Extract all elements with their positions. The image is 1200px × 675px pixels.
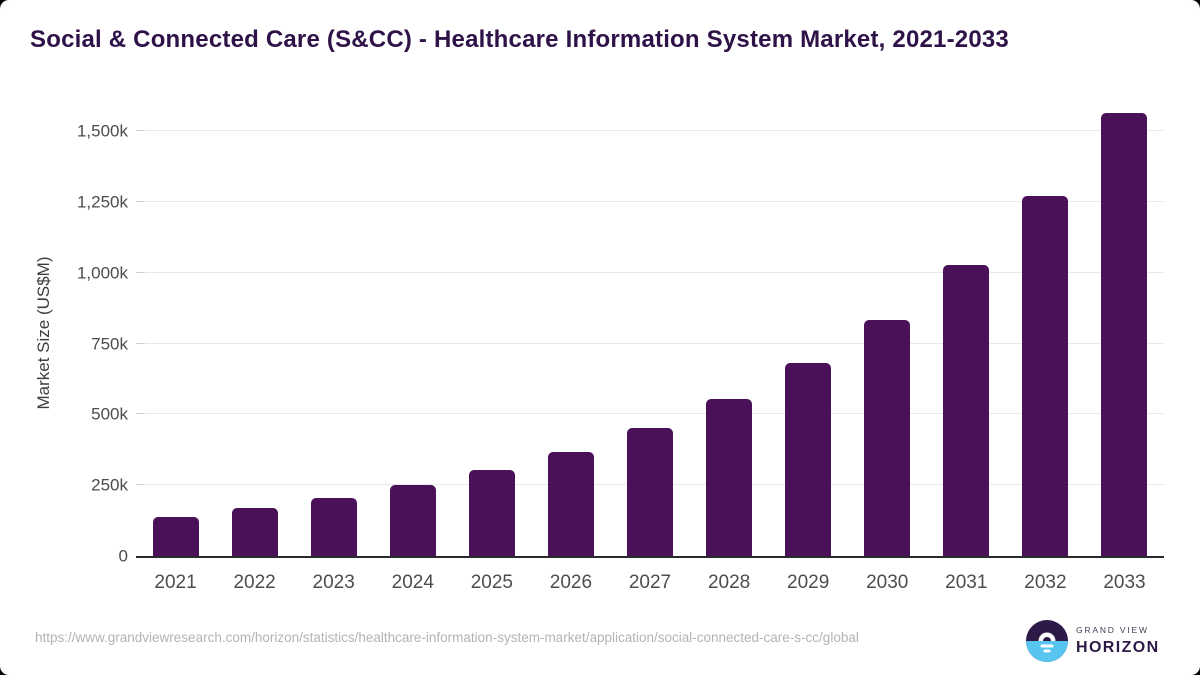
- bar-2023[interactable]: [310, 498, 357, 556]
- gridline: [136, 271, 1164, 273]
- bar-2033[interactable]: [1101, 112, 1148, 556]
- gridline: [136, 200, 1164, 202]
- x-tick-label: 2022: [233, 572, 276, 593]
- bar-cell: [1006, 111, 1085, 556]
- y-tick-label: 500k: [91, 404, 128, 424]
- y-tick-label: 250k: [91, 475, 128, 495]
- gridline: [136, 413, 1164, 415]
- x-tick-label: 2021: [154, 572, 197, 593]
- bar-2030[interactable]: [864, 319, 911, 556]
- bar-cell: [452, 111, 531, 556]
- x-tick-label: 2027: [628, 572, 672, 593]
- x-tick-label: 2026: [549, 572, 593, 593]
- bar-2022[interactable]: [231, 508, 278, 556]
- brand-text: GRAND VIEW HORIZON: [1076, 625, 1160, 657]
- bar-2021[interactable]: [152, 517, 199, 556]
- x-tick-label: 2031: [945, 572, 988, 593]
- x-axis-line: [136, 556, 1164, 558]
- y-tick-mark: [136, 130, 145, 131]
- horizon-sunrise-icon: [1026, 620, 1068, 662]
- bar-2031[interactable]: [943, 265, 990, 556]
- x-tick-label: 2023: [312, 572, 355, 593]
- plot-area: [136, 111, 1164, 558]
- brand-logo: GRAND VIEW HORIZON: [1026, 620, 1160, 662]
- y-tick-label: 1,250k: [76, 192, 128, 212]
- y-tick-mark: [136, 200, 145, 202]
- y-tick-label: 1,500k: [76, 121, 128, 141]
- x-tick-label: 2028: [707, 572, 751, 593]
- x-tick-label: 2025: [470, 572, 513, 593]
- bar-cell: [294, 111, 373, 556]
- bar-cell: [373, 111, 452, 556]
- bar-cell: [531, 111, 610, 556]
- bar-cell: [610, 111, 689, 556]
- x-tick-label: 2033: [1103, 572, 1146, 593]
- bar-2024[interactable]: [389, 485, 436, 556]
- x-tick-label: 2032: [1024, 572, 1067, 593]
- x-tick-label: 2024: [391, 572, 434, 593]
- y-tick-label: 750k: [91, 334, 128, 353]
- gridline: [136, 130, 1164, 131]
- y-tick-label: 0: [118, 546, 128, 566]
- x-tick-label: 2029: [787, 572, 830, 593]
- bar-cell: [136, 111, 215, 556]
- y-tick-mark: [136, 413, 145, 415]
- bar-2027[interactable]: [627, 428, 673, 556]
- y-tick-label: 1,000k: [76, 263, 128, 283]
- bar-2026[interactable]: [547, 451, 594, 556]
- x-axis-labels: 2021 2022 2023 2024 2025 2026 2027 2028 2029 2030…: [136, 572, 1164, 594]
- y-tick-mark: [136, 484, 145, 486]
- source-url: https://www.grandviewresearch.com/horizo…: [35, 630, 859, 645]
- bar-cell: [927, 111, 1006, 556]
- x-tick-label: 2030: [866, 572, 909, 593]
- bar-2029[interactable]: [785, 363, 832, 556]
- gridline: [136, 342, 1164, 344]
- bar-2028[interactable]: [706, 399, 753, 556]
- bar-2025[interactable]: [468, 469, 515, 556]
- brand-name-top: GRAND VIEW: [1076, 625, 1149, 635]
- brand-name-bottom: HORIZON: [1076, 639, 1160, 656]
- bar-cell: [215, 111, 294, 556]
- y-tick-mark: [136, 342, 145, 344]
- y-axis-tick-labels: 0 250k 500k 750k 1,000k 1,250k 1,500k: [0, 111, 128, 565]
- bar-cell: [769, 111, 848, 556]
- chart-title: Social & Connected Care (S&CC) - Healthc…: [30, 26, 1009, 53]
- bar-series: [136, 111, 1164, 556]
- bar-cell: [690, 111, 769, 556]
- bar-2032[interactable]: [1022, 196, 1069, 556]
- bar-cell: [1085, 111, 1164, 556]
- y-tick-mark: [136, 271, 145, 273]
- bar-cell: [848, 111, 927, 556]
